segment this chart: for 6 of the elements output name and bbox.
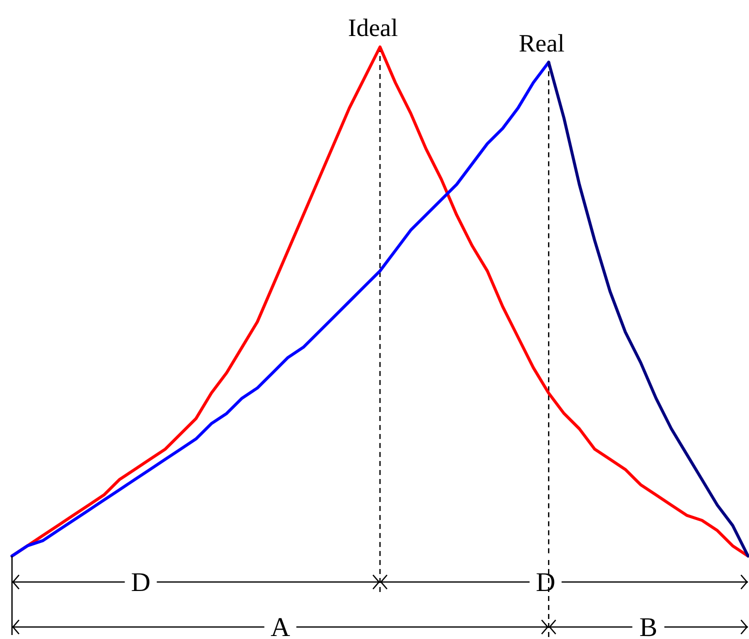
text: A	[270, 612, 291, 639]
text: B	[639, 612, 658, 639]
text: D	[131, 567, 151, 597]
text: D	[536, 567, 556, 597]
series-label: Ideal	[348, 15, 398, 42]
series-label: Real	[518, 30, 565, 58]
